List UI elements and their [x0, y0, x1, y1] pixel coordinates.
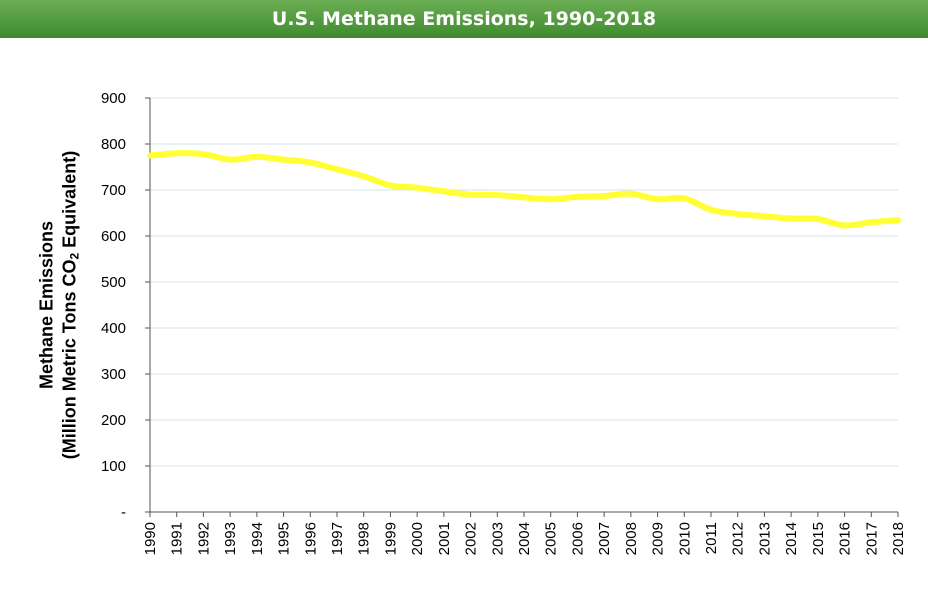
- x-tick-label-1999: 1999: [382, 522, 399, 555]
- data-point-2014: [788, 216, 794, 222]
- data-point-2003: [494, 192, 500, 198]
- data-point-2008: [628, 191, 634, 197]
- x-tick-label-2005: 2005: [543, 522, 560, 555]
- chart-title: U.S. Methane Emissions, 1990-2018: [271, 8, 657, 30]
- data-point-2002: [468, 192, 474, 198]
- chart-title-banner: U.S. Methane Emissions, 1990-2018: [0, 0, 928, 38]
- x-tick-label-2010: 2010: [676, 522, 693, 555]
- data-point-1994: [254, 154, 260, 160]
- data-point-2016: [842, 222, 848, 228]
- x-tick-label-2017: 2017: [863, 522, 880, 555]
- x-tick-label-2002: 2002: [463, 522, 480, 555]
- data-point-1992: [200, 151, 206, 157]
- x-tick-label-1991: 1991: [169, 522, 186, 555]
- y-tick-label-500: 500: [101, 274, 126, 291]
- y-tick-label-400: 400: [101, 320, 126, 337]
- x-tick-label-2009: 2009: [650, 522, 667, 555]
- x-tick-label-1998: 1998: [356, 522, 373, 555]
- data-point-1990: [147, 153, 153, 159]
- data-point-1999: [387, 182, 393, 188]
- axes: [145, 97, 899, 517]
- y-tick-label-300: 300: [101, 366, 126, 383]
- data-point-2017: [868, 219, 874, 225]
- x-tick-label-2007: 2007: [596, 522, 613, 555]
- data-point-2007: [601, 193, 607, 199]
- data-point-1996: [307, 159, 313, 165]
- y-tick-labels: - 100 200 300 400 500 600 700 800 900: [101, 90, 126, 521]
- data-point-2001: [441, 188, 447, 194]
- data-point-1998: [361, 173, 367, 179]
- x-tick-label-1995: 1995: [276, 522, 293, 555]
- data-point-2011: [708, 207, 714, 213]
- data-point-2000: [414, 185, 420, 191]
- data-point-1993: [227, 157, 233, 163]
- data-point-1997: [334, 166, 340, 172]
- data-point-2012: [735, 211, 741, 217]
- y-tick-label-700: 700: [101, 182, 126, 199]
- x-tick-label-1994: 1994: [249, 522, 266, 555]
- data-point-2013: [761, 213, 767, 219]
- y-tick-label-200: 200: [101, 412, 126, 429]
- x-tick-label-2008: 2008: [623, 522, 640, 555]
- x-tick-label-2013: 2013: [756, 522, 773, 555]
- data-point-2018: [895, 217, 901, 223]
- data-point-2005: [548, 196, 554, 202]
- x-tick-label-2011: 2011: [703, 522, 720, 554]
- data-point-2009: [655, 196, 661, 202]
- x-tick-label-2000: 2000: [409, 522, 426, 555]
- series-line-0: [147, 150, 901, 229]
- x-tick-label-2016: 2016: [837, 522, 854, 555]
- x-tick-label-2018: 2018: [890, 522, 907, 555]
- series-layer: [147, 150, 901, 229]
- x-tick-label-1997: 1997: [329, 522, 346, 555]
- x-tick-label-2015: 2015: [810, 522, 827, 555]
- x-tick-label-2006: 2006: [569, 522, 586, 555]
- x-tick-label-2004: 2004: [516, 522, 533, 555]
- x-tick-label-2001: 2001: [436, 522, 453, 555]
- x-tick-label-1992: 1992: [195, 522, 212, 555]
- data-point-2015: [815, 216, 821, 222]
- data-point-2004: [521, 194, 527, 200]
- y-tick-label-900: 900: [101, 90, 126, 107]
- x-tick-label-2014: 2014: [783, 522, 800, 555]
- x-tick-labels: 1990 1991 1992 1993 1994 1995 1996 1997 1998 1999…: [142, 522, 907, 555]
- y-tick-label-600: 600: [101, 228, 126, 245]
- data-point-1995: [281, 157, 287, 163]
- y-tick-label-0: -: [121, 504, 126, 521]
- y-tick-label-100: 100: [101, 458, 126, 475]
- data-point-1991: [174, 150, 180, 156]
- x-tick-label-2003: 2003: [489, 522, 506, 555]
- gridlines: [150, 97, 898, 467]
- y-tick-label-800: 800: [101, 136, 126, 153]
- x-tick-label-1990: 1990: [142, 522, 159, 555]
- data-point-2006: [574, 194, 580, 200]
- x-tick-label-2012: 2012: [730, 522, 747, 555]
- x-tick-label-1996: 1996: [302, 522, 319, 555]
- x-tick-label-1993: 1993: [222, 522, 239, 555]
- data-point-2010: [681, 195, 687, 201]
